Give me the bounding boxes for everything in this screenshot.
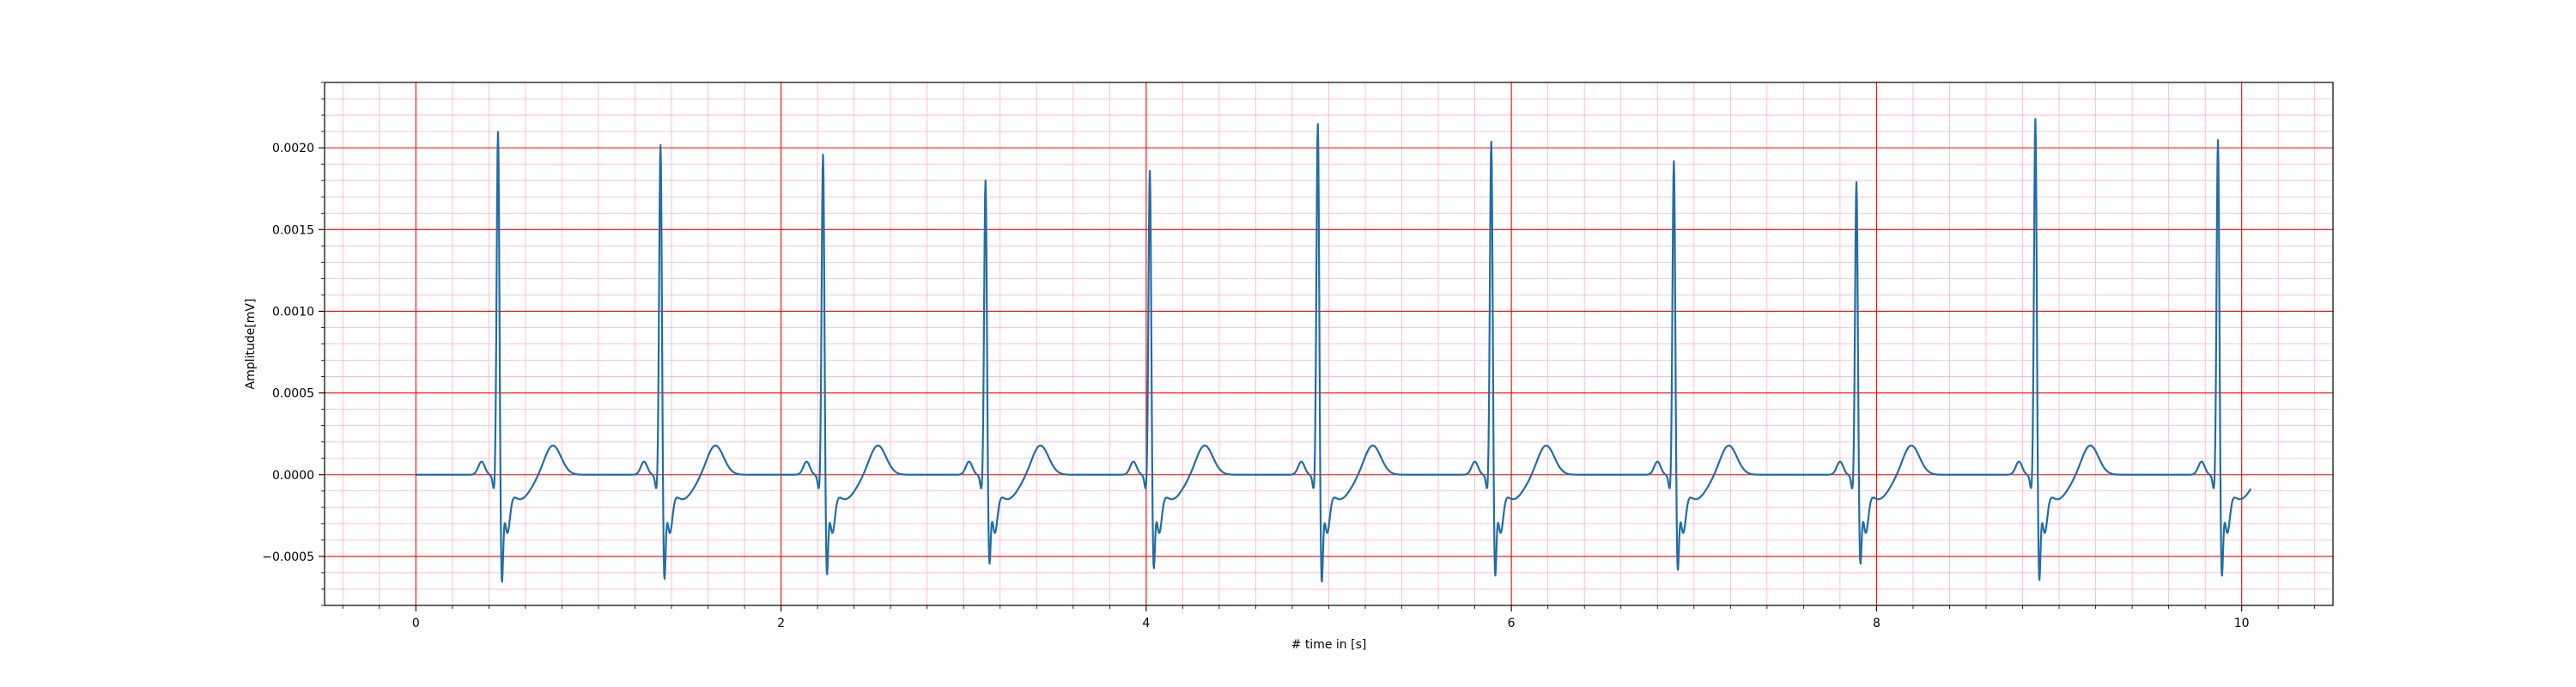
x-tick-label: 4 [1142,617,1150,630]
x-tick-label: 0 [412,617,420,630]
x-tick-label: 2 [777,617,785,630]
y-tick-label: −0.0005 [262,550,314,564]
x-tick-label: 6 [1508,617,1516,630]
tick-labels: 0 2 4 6 8 10 −0.0005 0.0000 0.0005 0.0010 0.0015 0.… [262,142,2249,630]
x-axis-label: # time in [s] [1291,638,1367,652]
ecg-series-line [415,118,2252,583]
x-tick-label: 8 [1873,617,1880,630]
y-tick-label: 0.0010 [272,305,314,319]
y-tick-label: 0.0000 [272,469,314,483]
y-tick-label: 0.0015 [272,223,314,237]
axis-ticks [319,82,2316,611]
y-tick-label: 0.0020 [272,142,314,155]
y-axis-label: Amplitude[mV] [244,299,258,390]
plot-frame [324,82,2334,606]
y-tick-label: 0.0005 [272,387,314,401]
x-tick-label: 10 [2234,617,2250,630]
